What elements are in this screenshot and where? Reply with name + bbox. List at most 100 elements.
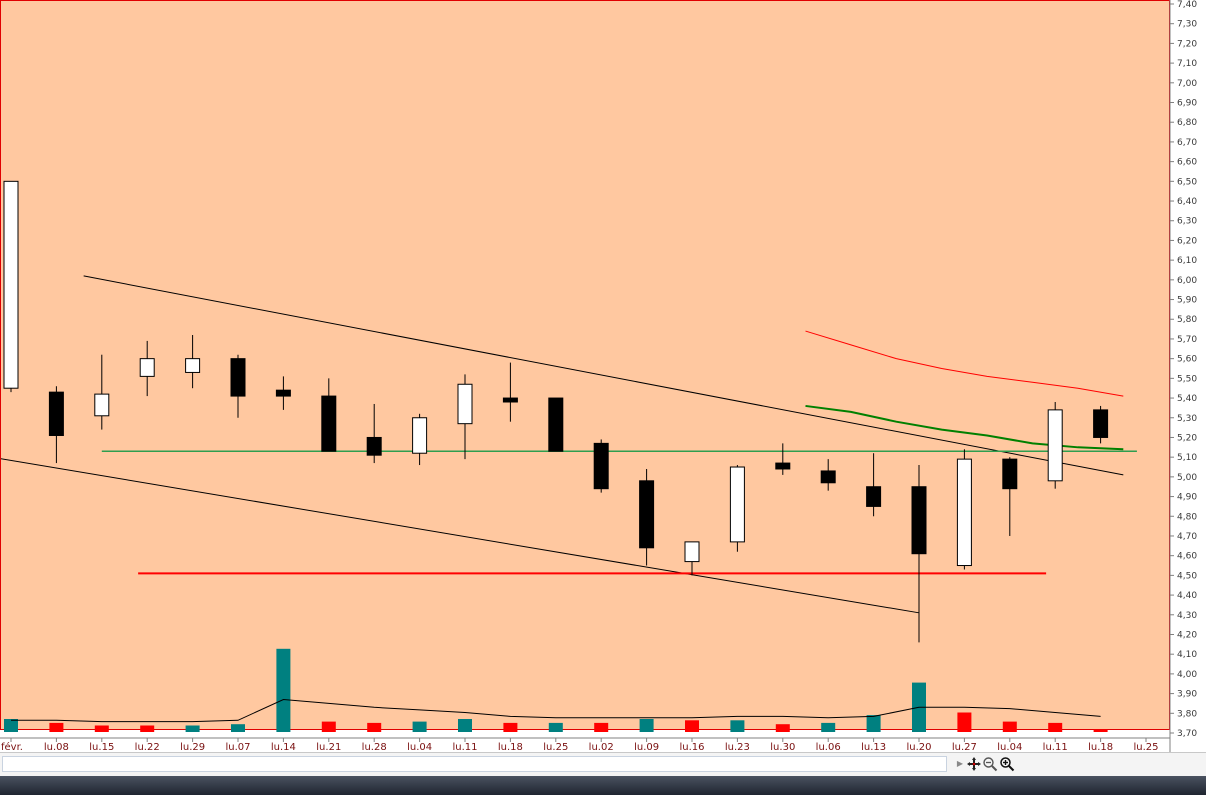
y-tick-label: 7,00: [1177, 79, 1197, 89]
y-tick-label: 6,10: [1177, 256, 1197, 266]
x-tick-label: lu.11: [1043, 742, 1068, 752]
horizontal-scrollbar[interactable]: [2, 756, 947, 772]
y-tick-label: 5,20: [1177, 433, 1197, 443]
trendline: [1, 458, 920, 614]
x-tick-label: lu.21: [316, 742, 341, 752]
volume-bar: [231, 724, 245, 732]
y-tick-label: 4,90: [1177, 493, 1197, 503]
volume-bar: [866, 715, 881, 732]
volume-bar: [4, 719, 18, 732]
y-tick-label: 5,10: [1177, 453, 1197, 463]
y-tick-label: 7,10: [1177, 59, 1197, 69]
candle-body: [94, 393, 110, 417]
candle-body: [48, 391, 64, 436]
x-tick-label: lu.27: [952, 742, 977, 752]
x-tick-label: lu.28: [362, 742, 387, 752]
x-tick-label: lu.22: [135, 742, 160, 752]
candle-body: [1002, 458, 1018, 490]
y-tick-label: 5,60: [1177, 355, 1197, 365]
y-tick-label: 4,30: [1177, 611, 1197, 621]
volume-bar: [594, 722, 609, 732]
candle-body: [230, 358, 246, 397]
y-tick-label: 4,70: [1177, 532, 1197, 542]
chart-svg: 7,40 7,30 7,20 7,10 7,00 6,90 6,80 6,70 6,60 6,50…: [0, 0, 1197, 752]
candle-body: [321, 395, 337, 452]
candle-body: [1047, 409, 1063, 482]
x-tick-label: lu.23: [725, 742, 750, 752]
x-tick-label: lu.02: [589, 742, 614, 752]
y-tick-label: 4,60: [1177, 552, 1197, 562]
candle-body: [593, 442, 609, 490]
x-tick-label: lu.25: [1133, 742, 1158, 752]
volume-bar: [321, 721, 336, 732]
triangle-right-icon[interactable]: ▶: [956, 759, 964, 768]
x-tick-label: lu.18: [498, 742, 523, 752]
volume-bar: [503, 722, 518, 732]
x-tick-label: lu.29: [180, 742, 205, 752]
volume-bar: [639, 719, 654, 732]
y-tick-label: 4,20: [1177, 630, 1197, 640]
x-tick-label: lu.04: [997, 742, 1022, 752]
x-tick-label: lu.11: [452, 742, 477, 752]
volume-bar: [367, 722, 382, 732]
volume-bar: [775, 724, 790, 732]
candle-body: [275, 389, 291, 397]
x-tick-label: lu.16: [679, 742, 704, 752]
x-tick-label: lu.13: [861, 742, 886, 752]
y-tick-label: 6,30: [1177, 217, 1197, 227]
volume-bar: [957, 712, 972, 732]
volume-bar: [730, 720, 745, 732]
volume-bar: [821, 722, 836, 732]
candle-body: [684, 541, 700, 563]
x-tick-label: lu.14: [271, 742, 296, 752]
candle-body: [729, 466, 745, 543]
y-tick-label: 5,30: [1177, 414, 1197, 424]
x-tick-label: lu.18: [1088, 742, 1113, 752]
y-tick-label: 3,80: [1177, 709, 1197, 719]
y-tick-label: 4,80: [1177, 512, 1197, 522]
volume-bar: [412, 721, 427, 732]
candle-body: [412, 417, 428, 454]
candle-body: [639, 480, 655, 549]
candle-body: [548, 397, 564, 452]
y-tick-label: 6,90: [1177, 99, 1197, 109]
moving-average-red-line: [805, 330, 1124, 397]
y-tick-label: 7,30: [1177, 20, 1197, 30]
y-tick-label: 5,90: [1177, 296, 1197, 306]
volume-average-line: [11, 698, 1101, 723]
x-tick-label: lu.09: [634, 742, 659, 752]
x-tick-label: lu.15: [89, 742, 114, 752]
volume-bar: [458, 719, 472, 732]
trendline: [83, 275, 1124, 476]
candle-body: [457, 383, 473, 425]
y-tick-label: 6,60: [1177, 158, 1197, 168]
y-tick-label: 3,70: [1177, 729, 1197, 739]
moving-average-green-line: [805, 404, 1124, 451]
candle-body: [185, 358, 201, 373]
volume-bar: [1093, 729, 1108, 732]
candle-body: [366, 436, 382, 456]
candle-body: [775, 462, 791, 470]
volume-bar: [685, 720, 699, 732]
y-tick-label: 4,50: [1177, 571, 1197, 581]
volume-bar: [185, 725, 200, 732]
volume-bar: [49, 722, 64, 732]
y-tick-label: 5,70: [1177, 335, 1197, 345]
x-tick-label: lu.25: [543, 742, 568, 752]
y-tick-label: 3,90: [1177, 690, 1197, 700]
x-tick-label: févr.: [1, 741, 23, 752]
candle-body: [820, 470, 836, 484]
move-crosshair-icon[interactable]: [966, 756, 982, 772]
candle-body: [911, 486, 927, 555]
y-tick-label: 7,20: [1177, 39, 1197, 49]
candle-body: [956, 458, 972, 567]
volume-bar: [1002, 721, 1017, 732]
y-tick-label: 5,00: [1177, 473, 1197, 483]
y-tick-label: 4,10: [1177, 650, 1197, 660]
zoom-out-icon[interactable]: [982, 756, 998, 772]
y-tick-label: 6,40: [1177, 197, 1197, 207]
y-tick-label: 4,40: [1177, 591, 1197, 601]
zoom-in-icon[interactable]: [999, 756, 1015, 772]
y-tick-label: 4,00: [1177, 670, 1197, 680]
